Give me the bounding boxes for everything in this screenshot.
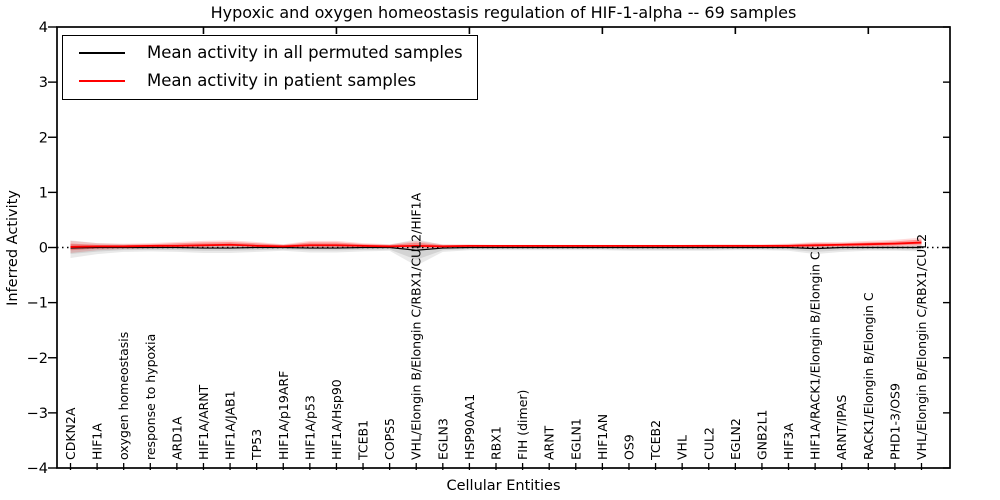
x-tick-label: PHD1-3/OS9 <box>887 383 902 460</box>
series-line-patient <box>70 241 922 248</box>
x-tick-label: HIF1A/JAB1 <box>223 390 238 460</box>
x-tick-label: response to hypoxia <box>143 334 158 460</box>
y-tick-label: −4 <box>27 461 48 477</box>
x-tick-label: RBX1 <box>489 426 504 460</box>
x-tick-label: OS9 <box>621 434 636 460</box>
x-tick-label: HIF1A/Hsp90 <box>329 379 344 460</box>
series-line-permuted <box>70 246 922 251</box>
legend-label-permuted: Mean activity in all permuted samples <box>147 43 463 62</box>
x-tick-label: VHL <box>675 435 690 460</box>
legend-entry-patient: Mean activity in patient samples <box>79 71 463 90</box>
x-tick-label: VHL/Elongin B/Elongin C/RBX1/CUL2/HIF1A <box>409 192 424 460</box>
x-tick-label: ARNT <box>542 425 557 460</box>
y-tick-label: 0 <box>39 241 48 257</box>
y-tick-label: −3 <box>27 406 48 422</box>
x-tick-label: CDKN2A <box>63 407 78 460</box>
x-tick-label: HIF1A/p53 <box>302 395 317 460</box>
y-tick-label: 2 <box>39 130 48 146</box>
legend-entry-permuted: Mean activity in all permuted samples <box>79 43 463 62</box>
y-tick-label: −2 <box>27 351 48 367</box>
x-tick-label: HSP90AA1 <box>462 394 477 460</box>
y-tick-label: 3 <box>39 75 48 91</box>
legend-label-patient: Mean activity in patient samples <box>147 71 417 90</box>
x-tick-label: HIF3A <box>781 423 796 460</box>
y-tick-labels: −4 −3 −2 −1 0 1 2 3 4 <box>27 20 48 477</box>
legend: Mean activity in all permuted samples Me… <box>62 35 478 100</box>
permuted-line-swatch <box>79 51 125 54</box>
y-tick-label: 1 <box>39 185 48 201</box>
x-tick-label: GNB2L1 <box>754 410 769 460</box>
x-axis-label: Cellular Entities <box>446 478 561 494</box>
x-tick-label: ARNT/IPAS <box>834 395 849 460</box>
x-tick-label: EGLN1 <box>568 418 583 460</box>
x-tick-label: RACK1/Elongin B/Elongin C <box>861 292 876 460</box>
x-tick-labels: CDKN2A HIF1A oxygen homeostasis response to… <box>63 192 929 461</box>
plot-border <box>56 26 951 469</box>
x-tick-label: HIF1AN <box>595 414 610 460</box>
x-tick-label: EGLN3 <box>435 418 450 460</box>
x-tick-label: TCEB1 <box>356 420 371 461</box>
patient-line-swatch <box>79 79 125 82</box>
x-tick-label: HIF1A <box>90 423 105 460</box>
x-tick-label: HIF1A/RACK1/Elongin B/Elongin C <box>808 251 823 460</box>
y-axis-label: Inferred Activity <box>5 190 21 306</box>
y-tick-label: −1 <box>27 296 48 312</box>
x-tick-label: oxygen homeostasis <box>116 332 131 460</box>
x-tick-label: VHL/Elongin B/Elongin C/RBX1/CUL2 <box>914 234 929 460</box>
x-tick-label: HIF1A/ARNT <box>196 384 211 460</box>
x-tick-label: CUL2 <box>701 427 716 460</box>
y-tick-label: 4 <box>39 20 48 36</box>
x-tick-label: ARD1A <box>169 416 184 460</box>
x-tick-label: EGLN2 <box>728 418 743 460</box>
x-tick-label: FIH (dimer) <box>515 390 530 460</box>
x-tick-label: TCEB2 <box>648 420 663 461</box>
x-tick-label: TP53 <box>249 429 264 461</box>
chart-title: Hypoxic and oxygen homeostasis regulatio… <box>210 3 797 22</box>
x-tick-label: HIF1A/p19ARF <box>276 371 291 460</box>
x-tick-label: COPS5 <box>382 418 397 460</box>
